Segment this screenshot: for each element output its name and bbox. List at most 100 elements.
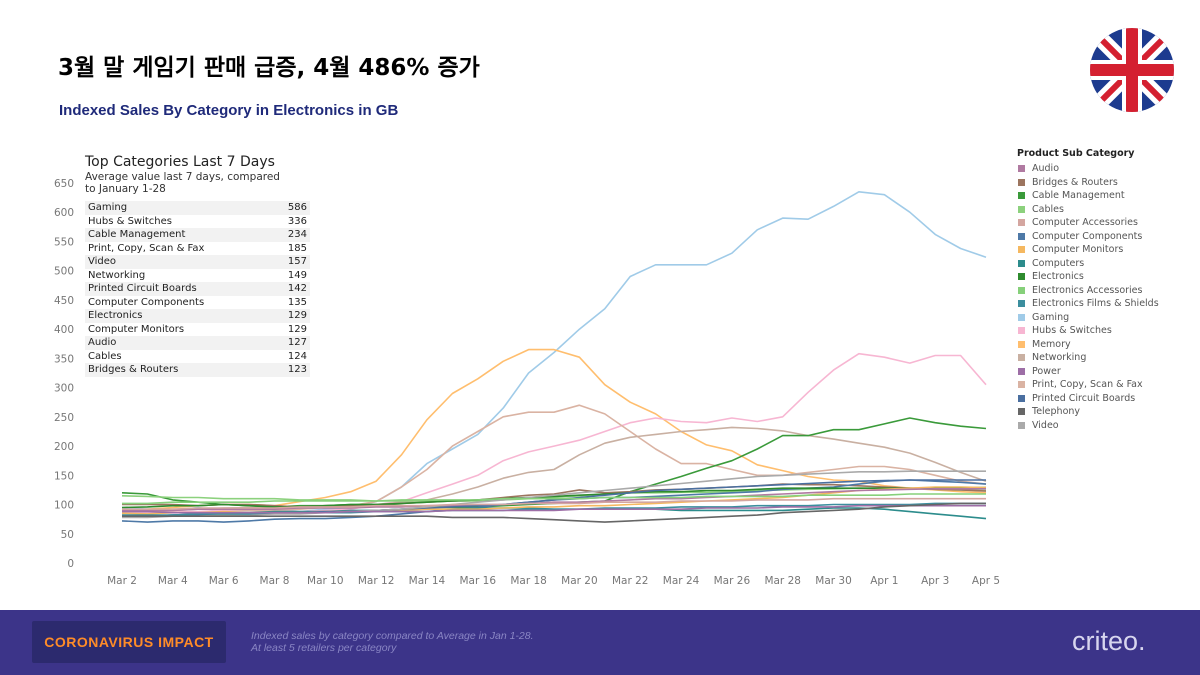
x-tick-label: Mar 12: [358, 575, 395, 587]
legend-label: Networking: [1032, 352, 1087, 364]
x-axis: Mar 2 Mar 4 Mar 6 Mar 8 Mar 10 Mar 12 Mar 14 Ma…: [107, 575, 1000, 587]
footer-note-line-2: At least 5 retailers per category: [251, 642, 397, 654]
legend-label: Telephony: [1032, 406, 1081, 418]
row-category: Electronics: [88, 310, 143, 321]
table-row: Audio 127: [85, 336, 310, 350]
legend-swatch: [1018, 340, 1025, 348]
table-row: Cables 124: [85, 350, 310, 364]
row-category: Networking: [88, 269, 146, 281]
legend-swatch: [1018, 421, 1025, 429]
legend-item[interactable]: Memory: [1017, 338, 1159, 352]
row-category: Audio: [88, 337, 117, 348]
x-tick-label: Mar 24: [663, 575, 700, 587]
legend-label: Computers: [1032, 257, 1085, 269]
legend-item[interactable]: Electronics Accessories: [1017, 284, 1159, 298]
series-line-telephony: [122, 502, 986, 523]
legend-label: Computer Components: [1032, 230, 1143, 242]
x-tick-label: Mar 22: [612, 575, 649, 587]
legend-label: Bridges & Routers: [1032, 176, 1118, 188]
legend-item[interactable]: Computer Monitors: [1017, 243, 1159, 257]
line-chart: 050100150200250300350400450500550600650 …: [54, 178, 1000, 587]
row-category: Computer Monitors: [88, 323, 185, 335]
legend-item[interactable]: Print, Copy, Scan & Fax: [1017, 378, 1159, 392]
y-tick-label: 250: [54, 412, 74, 424]
x-tick-label: Mar 18: [510, 575, 547, 587]
legend-item[interactable]: Bridges & Routers: [1017, 176, 1159, 190]
legend-item[interactable]: Computer Components: [1017, 230, 1159, 244]
legend-item[interactable]: Networking: [1017, 351, 1159, 365]
table-row: Bridges & Routers 123: [85, 363, 310, 377]
legend-swatch: [1018, 232, 1025, 240]
row-value: 149: [287, 269, 307, 281]
legend-item[interactable]: Audio: [1017, 162, 1159, 176]
row-value: 185: [287, 242, 307, 254]
row-category: Printed Circuit Boards: [88, 283, 197, 294]
table-row: Computer Monitors 129: [85, 323, 310, 337]
table-row: Print, Copy, Scan & Fax 185: [85, 242, 310, 256]
series-line-electronics-accessories: [122, 493, 986, 505]
legend-label: Print, Copy, Scan & Fax: [1032, 379, 1143, 391]
x-tick-label: Mar 30: [815, 575, 852, 587]
legend-item[interactable]: Electronics: [1017, 270, 1159, 284]
legend-label: Memory: [1032, 338, 1071, 350]
y-tick-label: 350: [54, 353, 74, 365]
top-categories-table: Top Categories Last 7 Days Average value…: [85, 154, 310, 377]
x-tick-label: Mar 20: [561, 575, 598, 587]
row-value: 157: [287, 256, 307, 267]
legend-item[interactable]: Video: [1017, 419, 1159, 433]
y-tick-label: 400: [54, 324, 74, 336]
x-tick-label: Mar 26: [714, 575, 751, 587]
legend-swatch: [1018, 246, 1025, 254]
legend-label: Cable Management: [1032, 190, 1125, 202]
legend-item[interactable]: Telephony: [1017, 405, 1159, 419]
legend-item[interactable]: Hubs & Switches: [1017, 324, 1159, 338]
legend-item[interactable]: Computer Accessories: [1017, 216, 1159, 230]
row-category: Computer Components: [88, 296, 205, 308]
table-row: Cable Management 234: [85, 228, 310, 242]
row-value: 142: [287, 283, 307, 294]
legend-swatch: [1018, 367, 1025, 375]
legend-swatch: [1018, 205, 1025, 213]
series-line-video: [122, 470, 986, 519]
row-value: 234: [287, 229, 307, 240]
legend-item[interactable]: Cables: [1017, 203, 1159, 217]
legend-item[interactable]: Electronics Films & Shields: [1017, 297, 1159, 311]
x-tick-label: Mar 16: [460, 575, 497, 587]
table-row: Video 157: [85, 255, 310, 269]
table-subtitle: Average value last 7 days, compared to J…: [85, 171, 280, 195]
legend-label: Electronics Accessories: [1032, 284, 1143, 296]
legend-item[interactable]: Computers: [1017, 257, 1159, 271]
footer-note-line-1: Indexed sales by category compared to Av…: [251, 630, 534, 642]
y-tick-label: 450: [54, 295, 74, 307]
legend-label: Computer Monitors: [1032, 244, 1124, 256]
coronavirus-impact-badge: CORONAVIRUS IMPACT: [32, 621, 226, 663]
legend-swatch: [1018, 165, 1025, 173]
legend-item[interactable]: Power: [1017, 365, 1159, 379]
legend-swatch: [1018, 300, 1025, 308]
legend-item[interactable]: Printed Circuit Boards: [1017, 392, 1159, 406]
legend-swatch: [1018, 394, 1025, 402]
chart-series: [121, 191, 987, 523]
legend-label: Electronics Films & Shields: [1032, 298, 1159, 310]
y-tick-label: 100: [54, 500, 74, 512]
x-tick-label: Apr 3: [921, 575, 949, 587]
criteo-logo: criteo.: [1072, 626, 1146, 656]
row-value: 127: [287, 337, 307, 348]
row-value: 586: [287, 202, 307, 213]
legend-label: Power: [1032, 365, 1061, 377]
row-value: 123: [287, 364, 307, 375]
y-tick-label: 0: [67, 558, 74, 570]
y-tick-label: 650: [54, 178, 74, 190]
y-tick-label: 600: [54, 207, 74, 219]
series-line-computer-accessories: [122, 497, 986, 511]
legend-item[interactable]: Cable Management: [1017, 189, 1159, 203]
legend-swatch: [1018, 327, 1025, 335]
legend-item[interactable]: Gaming: [1017, 311, 1159, 325]
legend-swatch: [1018, 273, 1025, 281]
x-tick-label: Apr 1: [870, 575, 898, 587]
x-tick-label: Mar 6: [209, 575, 239, 587]
footer: CORONAVIRUS IMPACT Indexed sales by cate…: [0, 610, 1200, 675]
legend-swatch: [1018, 286, 1025, 294]
legend-label: Hubs & Switches: [1032, 325, 1112, 337]
y-tick-label: 500: [54, 266, 74, 278]
